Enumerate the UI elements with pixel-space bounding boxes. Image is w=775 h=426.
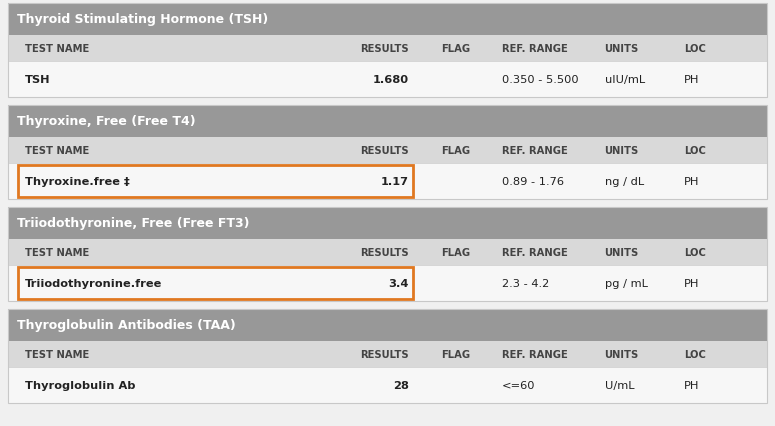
Text: PH: PH xyxy=(684,380,700,390)
Bar xyxy=(8,62,767,98)
Text: FLAG: FLAG xyxy=(442,146,470,155)
Bar xyxy=(8,367,767,403)
Text: UNITS: UNITS xyxy=(604,349,639,359)
Bar xyxy=(8,4,767,98)
Bar xyxy=(8,309,767,403)
Bar xyxy=(8,4,767,36)
Bar xyxy=(8,36,767,62)
Text: Thyroxine, Free (Free T4): Thyroxine, Free (Free T4) xyxy=(17,115,196,128)
Text: PH: PH xyxy=(684,177,700,187)
Text: LOC: LOC xyxy=(684,146,706,155)
Text: RESULTS: RESULTS xyxy=(360,349,408,359)
Bar xyxy=(8,309,767,341)
Text: RESULTS: RESULTS xyxy=(360,248,408,257)
Text: LOC: LOC xyxy=(684,248,706,257)
Bar xyxy=(8,106,767,199)
Text: U/mL: U/mL xyxy=(604,380,634,390)
Text: RESULTS: RESULTS xyxy=(360,44,408,54)
Bar xyxy=(8,239,767,265)
Text: Thyroid Stimulating Hormone (TSH): Thyroid Stimulating Hormone (TSH) xyxy=(17,14,268,26)
Text: 28: 28 xyxy=(393,380,408,390)
Text: Thyroglobulin Antibodies (TAA): Thyroglobulin Antibodies (TAA) xyxy=(17,319,236,332)
Text: REF. RANGE: REF. RANGE xyxy=(502,349,568,359)
Bar xyxy=(8,309,767,403)
Bar xyxy=(8,207,767,301)
Bar xyxy=(8,207,767,301)
Text: uIU/mL: uIU/mL xyxy=(604,75,645,85)
Text: <=60: <=60 xyxy=(502,380,536,390)
Text: 1.680: 1.680 xyxy=(373,75,408,85)
Text: REF. RANGE: REF. RANGE xyxy=(502,146,568,155)
Text: ng / dL: ng / dL xyxy=(604,177,644,187)
Text: 2.3 - 4.2: 2.3 - 4.2 xyxy=(502,278,549,288)
Bar xyxy=(8,164,767,199)
Text: Thyroxine.free ‡: Thyroxine.free ‡ xyxy=(25,177,129,187)
Text: PH: PH xyxy=(684,278,700,288)
Text: UNITS: UNITS xyxy=(604,146,639,155)
Text: LOC: LOC xyxy=(684,44,706,54)
Text: FLAG: FLAG xyxy=(442,44,470,54)
Bar xyxy=(18,166,413,198)
Bar xyxy=(8,106,767,199)
Text: Triiodothyronine, Free (Free FT3): Triiodothyronine, Free (Free FT3) xyxy=(17,217,250,230)
Text: 0.89 - 1.76: 0.89 - 1.76 xyxy=(502,177,564,187)
Text: PH: PH xyxy=(684,75,700,85)
Text: TEST NAME: TEST NAME xyxy=(25,349,89,359)
Text: 1.17: 1.17 xyxy=(381,177,408,187)
Text: RESULTS: RESULTS xyxy=(360,146,408,155)
Text: LOC: LOC xyxy=(684,349,706,359)
Bar xyxy=(18,268,413,299)
Text: FLAG: FLAG xyxy=(442,248,470,257)
Bar xyxy=(8,106,767,138)
Text: pg / mL: pg / mL xyxy=(604,278,647,288)
Text: UNITS: UNITS xyxy=(604,248,639,257)
Text: 3.4: 3.4 xyxy=(388,278,408,288)
Text: TEST NAME: TEST NAME xyxy=(25,146,89,155)
Text: Triiodothyronine.free: Triiodothyronine.free xyxy=(25,278,162,288)
Text: TSH: TSH xyxy=(25,75,50,85)
Text: REF. RANGE: REF. RANGE xyxy=(502,44,568,54)
Text: Thyroglobulin Ab: Thyroglobulin Ab xyxy=(25,380,135,390)
Bar xyxy=(8,265,767,301)
Text: REF. RANGE: REF. RANGE xyxy=(502,248,568,257)
Bar xyxy=(8,207,767,239)
Text: UNITS: UNITS xyxy=(604,44,639,54)
Bar xyxy=(8,341,767,367)
Bar xyxy=(8,4,767,98)
Text: 0.350 - 5.500: 0.350 - 5.500 xyxy=(502,75,579,85)
Text: TEST NAME: TEST NAME xyxy=(25,44,89,54)
Bar xyxy=(8,138,767,164)
Text: FLAG: FLAG xyxy=(442,349,470,359)
Text: TEST NAME: TEST NAME xyxy=(25,248,89,257)
